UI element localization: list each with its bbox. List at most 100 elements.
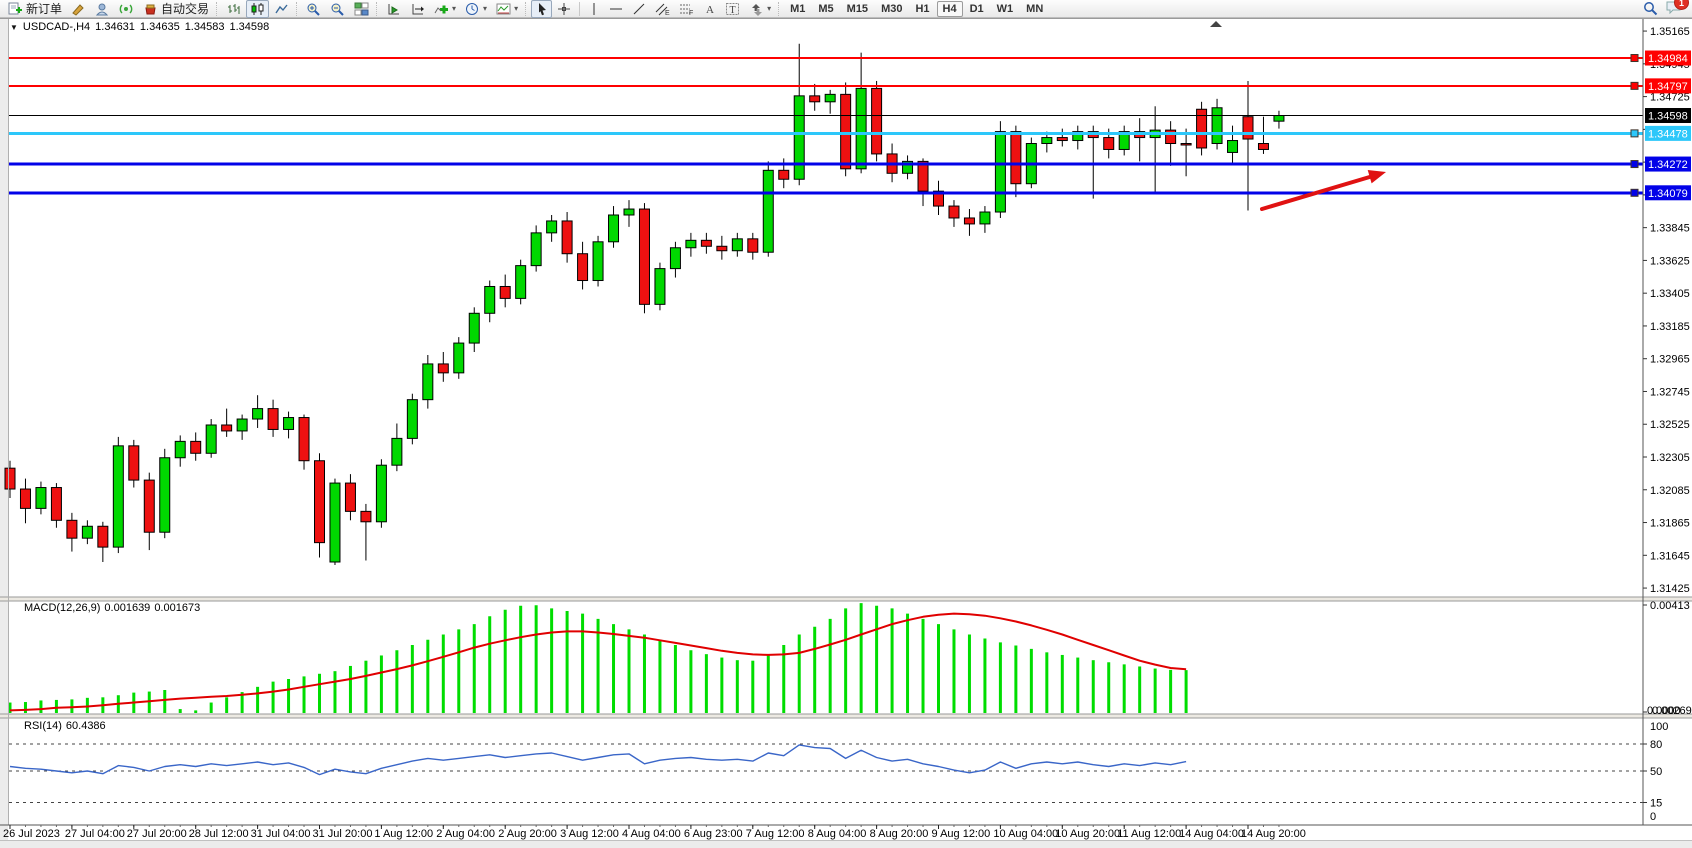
timeframe-m30-button[interactable]: M30 xyxy=(881,2,903,15)
toolbar-grip xyxy=(296,1,299,16)
autotrading-button[interactable]: 自动交易 xyxy=(139,0,213,18)
zoom-out-button[interactable] xyxy=(326,0,349,18)
vertical-line-icon xyxy=(593,2,595,15)
new-order-icon xyxy=(8,2,22,14)
timeframe-m5-button[interactable]: M5 xyxy=(818,2,834,15)
candlestick-chart-button[interactable] xyxy=(246,0,270,18)
candle-body xyxy=(375,464,387,523)
tile-windows-button[interactable] xyxy=(350,0,373,18)
price-tick-label: 1.32525 xyxy=(1650,419,1690,431)
candle-body xyxy=(143,479,155,533)
signal-icon xyxy=(119,4,133,13)
new-order-label: 新订单 xyxy=(26,2,63,16)
chevron-down-icon: ▾ xyxy=(452,3,457,13)
level-handle-support-blue-1[interactable] xyxy=(1630,160,1639,169)
bar-chart-button[interactable] xyxy=(222,0,245,18)
chart-shift-button[interactable] xyxy=(406,0,429,18)
current-price-badge-text: 1.34598 xyxy=(1648,111,1688,123)
price-tick-label: 1.33845 xyxy=(1650,223,1690,235)
macd-signal-line xyxy=(9,612,1187,712)
chart-shift-icon xyxy=(412,3,425,14)
equidistant-channel-tool-button[interactable]: E xyxy=(651,0,674,18)
level-handle-support-blue-2[interactable] xyxy=(1630,188,1639,197)
candlestick-series xyxy=(4,43,1285,565)
line-chart-button[interactable] xyxy=(270,0,293,18)
indicators-button[interactable]: ▾ xyxy=(430,0,460,18)
trendline-tool-button[interactable] xyxy=(628,0,650,18)
timeframe-h1-button[interactable]: H1 xyxy=(915,2,930,15)
macd-histogram xyxy=(8,603,1188,713)
periods-button[interactable]: ▾ xyxy=(461,0,491,18)
signals-button[interactable] xyxy=(115,0,138,18)
trendline-icon xyxy=(633,3,645,14)
chevron-down-icon: ▾ xyxy=(767,3,772,13)
zoom-in-button[interactable] xyxy=(302,0,325,18)
panel-separator[interactable] xyxy=(0,714,1692,718)
candle-body xyxy=(35,487,47,509)
candle-body xyxy=(190,440,202,454)
time-tick-label: 27 Jul 20:00 xyxy=(127,828,187,840)
level-handle-resistance-2[interactable] xyxy=(1630,81,1639,90)
notifications-button[interactable]: 1 xyxy=(1666,0,1689,17)
svg-text:E: E xyxy=(665,10,670,16)
text-tool-button[interactable]: A xyxy=(699,0,720,18)
timeframe-m15-button[interactable]: M15 xyxy=(846,2,869,15)
styler-button[interactable] xyxy=(67,0,90,18)
one-click-trading-toggle[interactable]: ▼ xyxy=(10,22,18,32)
timeframe-mn-button[interactable]: MN xyxy=(1026,2,1044,15)
level-handle-support-cyan[interactable] xyxy=(1630,129,1639,138)
scroll-to-end-marker[interactable] xyxy=(1210,21,1222,27)
auto-scroll-button[interactable] xyxy=(382,0,405,18)
candle-body xyxy=(917,160,929,192)
vertical-line-tool-button[interactable] xyxy=(584,0,604,18)
annotation-arrow-head[interactable] xyxy=(1367,170,1386,184)
candle-body xyxy=(948,205,960,219)
horizontal-line-tool-button[interactable] xyxy=(605,0,627,18)
timeframe-w1-button[interactable]: W1 xyxy=(996,2,1014,15)
cursor-tool-button[interactable] xyxy=(531,0,553,18)
text-label-tool-button[interactable]: T xyxy=(721,0,744,18)
search-icon[interactable] xyxy=(1643,1,1658,16)
fibonacci-tool-button[interactable]: F xyxy=(675,0,698,18)
candle-body xyxy=(174,440,186,459)
candle-body xyxy=(1010,131,1022,185)
candle-body xyxy=(623,208,635,216)
crosshair-tool-button[interactable] xyxy=(553,0,575,18)
candle-body xyxy=(252,408,264,420)
candle-body xyxy=(19,488,31,509)
price-badge-support-blue-1-text: 1.34272 xyxy=(1648,159,1688,171)
price-tick-label: 1.33405 xyxy=(1650,288,1690,300)
indicators-icon xyxy=(434,5,449,13)
candle-body xyxy=(731,238,743,252)
chart-header: ▼ USDCAD-,H4 1.34631 1.34635 1.34583 1.3… xyxy=(10,21,269,33)
candle-body xyxy=(453,342,465,374)
price-badge-resistance-2-text: 1.34797 xyxy=(1648,81,1688,93)
candle-body xyxy=(112,445,124,548)
timeframe-m1-button[interactable]: M1 xyxy=(790,2,806,15)
candle-body xyxy=(50,487,62,521)
price-badge-support-cyan-text: 1.34478 xyxy=(1648,128,1688,140)
time-tick-label: 31 Jul 04:00 xyxy=(251,828,311,840)
bar-close-value: 1.34598 xyxy=(229,21,270,33)
panel-separator[interactable] xyxy=(0,597,1692,601)
arrows-tool-button[interactable]: ▾ xyxy=(745,0,775,18)
horizontal-line-icon xyxy=(610,8,623,9)
level-handle-resistance-1[interactable] xyxy=(1630,54,1639,63)
annotation-arrow[interactable] xyxy=(1260,174,1375,211)
candle-body xyxy=(344,482,356,512)
price-badge-resistance-1-text: 1.34984 xyxy=(1648,53,1688,65)
timeframe-h4-button[interactable]: H4 xyxy=(936,0,963,17)
profiles-button[interactable] xyxy=(91,0,114,18)
channel-icon: E xyxy=(655,3,670,16)
fibonacci-icon: F xyxy=(680,4,693,16)
candle-body xyxy=(994,131,1006,213)
templates-button[interactable]: ▾ xyxy=(492,0,522,18)
candle-body xyxy=(1103,137,1115,150)
candle-body xyxy=(809,95,821,103)
candle-body xyxy=(685,239,697,249)
timeframe-d1-button[interactable]: D1 xyxy=(969,2,984,15)
new-order-button[interactable]: 新订单 xyxy=(4,0,66,18)
autotrading-label: 自动交易 xyxy=(161,2,210,16)
notification-badge: 1 xyxy=(1674,0,1689,10)
